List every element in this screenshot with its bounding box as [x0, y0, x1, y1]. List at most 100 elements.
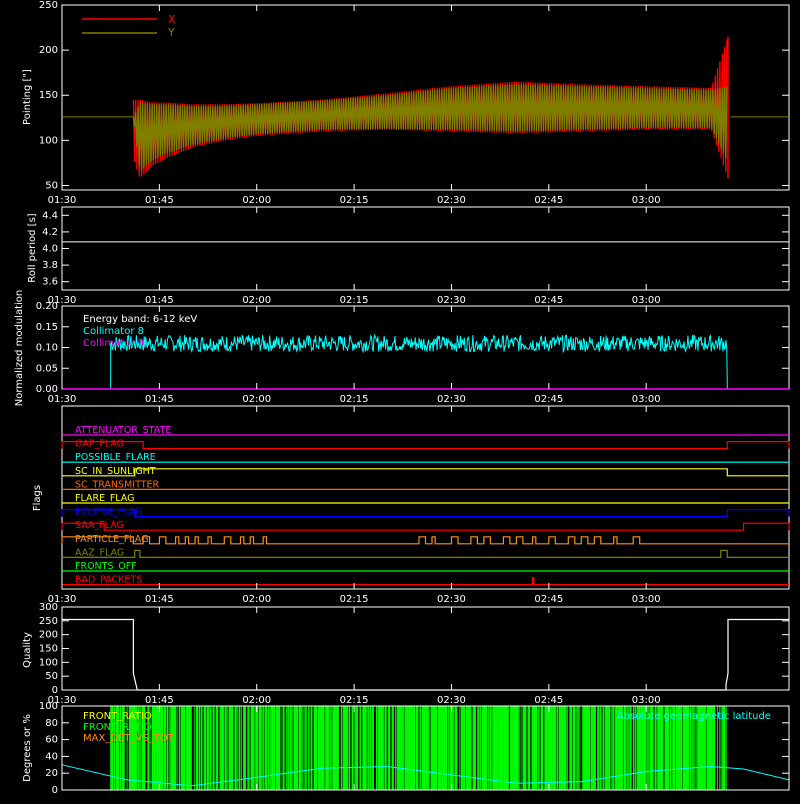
- latitude-y-ticks: 0 20 40 60 80 100: [39, 701, 789, 796]
- latitude-panel: Degrees or % 0 20 40 60 80 100 FRONT_RATIO FR…: [22, 701, 790, 796]
- x-tick-label: 03:00: [632, 195, 661, 206]
- latitude-axes-frame: [61, 705, 790, 791]
- y-tick-label: 50: [45, 180, 58, 191]
- y-tick-label: 50: [45, 671, 58, 682]
- y-tick-label: 0.00: [36, 384, 58, 395]
- y-tick-label: 40: [45, 751, 58, 762]
- y-tick-label: 300: [39, 602, 58, 613]
- legend-collimator-8: Collimator 8: [83, 326, 144, 337]
- x-tick-label: 01:30: [48, 594, 77, 605]
- y-tick-label: 3.8: [42, 260, 58, 271]
- x-tick-label: 03:00: [632, 695, 661, 706]
- x-tick-label: 02:45: [534, 394, 563, 405]
- x-tick-label: 02:15: [340, 295, 369, 306]
- roll-y-ticks: 3.6 3.8 4.0 4.2 4.4: [42, 210, 789, 288]
- flags-panel: Flags ATTENUATOR_STATE GAP_FLAG POSSIBLE_F…: [32, 405, 790, 590]
- y-tick-label: 0.10: [36, 343, 58, 354]
- series-y-oscillation: [132, 84, 728, 171]
- x-tick-label: 02:45: [534, 594, 563, 605]
- roll-ylabel: Roll period [s]: [27, 213, 38, 282]
- y-tick-label: 250: [39, 616, 58, 627]
- roll-x-ticks: 01:30 01:45 02:00 02:15 02:30 02:45 03:00: [48, 207, 661, 306]
- flag-label: FLARE_FLAG: [75, 493, 135, 504]
- modulation-panel: Normalized modulation 0.00 0.05 0.10 0.15 0.…: [14, 290, 790, 407]
- flag-line: [62, 468, 789, 477]
- x-tick-label: 03:00: [632, 295, 661, 306]
- x-tick-label: 02:30: [437, 594, 466, 605]
- x-tick-label: 02:00: [242, 394, 271, 405]
- flag-line: [61, 509, 790, 518]
- latitude-ylabel: Degrees or %: [22, 714, 33, 782]
- flag-label: FRONTS_OFF: [75, 561, 137, 572]
- x-tick-label: 02:15: [340, 195, 369, 206]
- flag-label: AAZ_FLAG: [75, 547, 124, 558]
- x-tick-label: 02:45: [534, 295, 563, 306]
- x-tick-label: 01:45: [145, 195, 174, 206]
- pointing-legend: X Y: [82, 13, 176, 39]
- x-tick-label: 02:00: [242, 295, 271, 306]
- x-tick-label: 02:15: [340, 594, 369, 605]
- roll-period-panel: Roll period [s] 3.6 3.8 4.0 4.2 4.4: [27, 206, 790, 291]
- pointing-y-ticks: 50 100 150 200 250: [39, 0, 789, 191]
- x-tick-label: 01:30: [48, 295, 77, 306]
- y-tick-label: 60: [45, 735, 58, 746]
- quality-panel: Quality 0 50 100 150 200 250 300: [22, 602, 790, 696]
- latitude-series: [61, 706, 790, 791]
- legend-max-det: MAX_DET_VS_TOT: [83, 733, 175, 744]
- legend-front-ratio-2: FRONT_RATIO_: [83, 722, 158, 733]
- energy-band-annotation: Energy band: 6-12 keV: [83, 314, 197, 325]
- y-tick-label: 4.0: [42, 244, 58, 255]
- modulation-ylabel: Normalized modulation: [14, 290, 25, 407]
- y-tick-label: 0.05: [36, 363, 58, 374]
- y-tick-label: 80: [45, 718, 58, 729]
- x-tick-label: 01:45: [145, 394, 174, 405]
- y-tick-label: 250: [39, 0, 58, 11]
- flag-line: [62, 549, 789, 558]
- legend-collimator-9: Collimator 9: [83, 338, 144, 349]
- y-tick-label: 0: [52, 785, 58, 796]
- quality-ylabel: Quality: [22, 632, 33, 668]
- y-tick-label: 4.4: [42, 210, 58, 221]
- x-tick-label: 02:00: [242, 594, 271, 605]
- y-tick-label: 100: [39, 701, 58, 712]
- x-tick-label: 03:00: [632, 594, 661, 605]
- flag-label: BAD_PACKETS: [75, 575, 142, 586]
- x-tick-label: 02:00: [242, 695, 271, 706]
- x-tick-label: 02:30: [437, 195, 466, 206]
- flag-rows: ATTENUATOR_STATE GAP_FLAG POSSIBLE_FLARE SC…: [61, 425, 790, 586]
- pointing-series: [62, 36, 789, 179]
- pointing-ylabel: Pointing ["]: [22, 69, 33, 125]
- pointing-axes-frame: [61, 4, 790, 191]
- x-tick-label: 02:00: [242, 195, 271, 206]
- legend-x-label: X: [168, 13, 176, 26]
- x-tick-label: 01:45: [145, 594, 174, 605]
- flag-line: [61, 441, 790, 450]
- y-tick-label: 0: [52, 685, 58, 696]
- y-tick-label: 100: [39, 657, 58, 668]
- quality-line: [62, 618, 789, 691]
- flag-label: ECLIPSE_FLAG: [75, 507, 143, 518]
- flags-ylabel: Flags: [32, 485, 43, 511]
- y-tick-label: 200: [39, 630, 58, 641]
- x-tick-label: 02:30: [437, 295, 466, 306]
- modulation-x-ticks: 01:30 01:45 02:00 02:15 02:30 02:45 03:00: [48, 306, 661, 405]
- flag-label: POSSIBLE_FLARE: [75, 452, 156, 463]
- y-tick-label: 20: [45, 768, 58, 779]
- legend-front-ratio: FRONT_RATIO: [83, 711, 152, 722]
- legend-y-label: Y: [167, 26, 175, 39]
- flag-label: GAP_FLAG: [75, 439, 124, 450]
- modulation-ylabel-text: Normalized modulation: [14, 290, 25, 407]
- y-tick-label: 200: [39, 45, 58, 56]
- y-tick-label: 3.6: [42, 277, 58, 288]
- quality-x-ticks: 01:30 01:45 02:00 02:15 02:30 02:45 03:00: [48, 607, 661, 706]
- geomagnetic-latitude-label: Absolute geomagnetic latitude: [617, 711, 771, 722]
- x-tick-label: 02:45: [534, 195, 563, 206]
- flags-x-ticks: 01:30 01:45 02:00 02:15 02:30 02:45 03:00: [48, 406, 661, 605]
- y-tick-label: 0.20: [36, 301, 58, 312]
- quality-y-ticks: 0 50 100 150 200 250 300: [39, 602, 789, 696]
- x-tick-label: 01:45: [145, 695, 174, 706]
- x-tick-label: 03:00: [632, 394, 661, 405]
- flag-line: [62, 577, 789, 586]
- x-tick-label: 02:45: [534, 695, 563, 706]
